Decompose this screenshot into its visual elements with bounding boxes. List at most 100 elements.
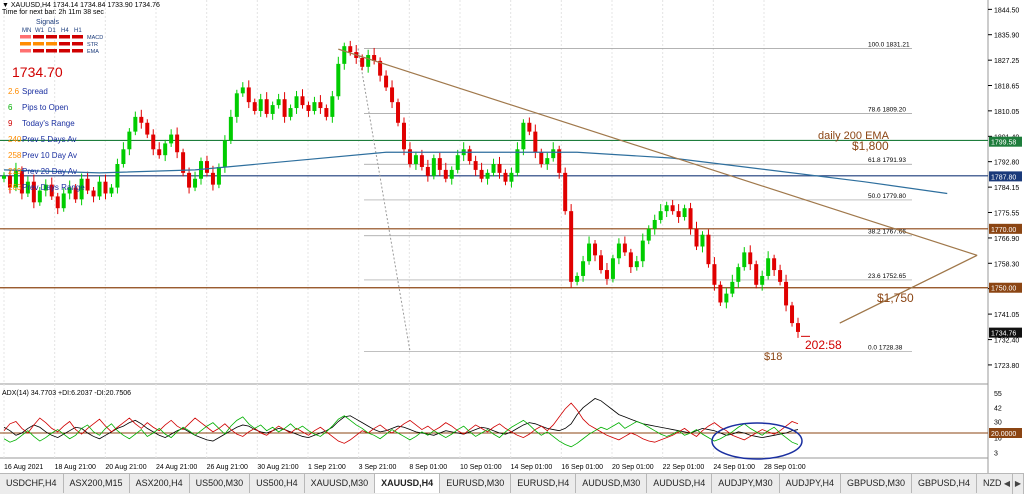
symbol-tab[interactable]: EURUSD,H4 <box>511 474 577 493</box>
y-tick-label: 1844.50 <box>994 7 1019 14</box>
candle-body <box>401 122 406 150</box>
candle-body <box>587 243 592 262</box>
symbol-tab[interactable]: AUDJPY,M30 <box>712 474 780 493</box>
x-tick-label: 16 Aug 2021 <box>4 464 43 471</box>
fib-level-label: 78.6 1809.20 <box>868 106 906 113</box>
symbol-tab[interactable]: GBPUSD,M30 <box>841 474 912 493</box>
candle-body <box>234 93 239 117</box>
candle-body <box>491 164 496 173</box>
candle-body <box>718 284 723 303</box>
signal-row-label: EMA <box>87 49 99 55</box>
candle-body <box>258 99 263 111</box>
signal-cell <box>72 42 83 46</box>
symbol-tab[interactable]: US500,H4 <box>250 474 305 493</box>
price-chart[interactable]: 100.0 1831.21 78.6 1809.20 61.8 1791.93 50.… <box>0 0 1024 473</box>
candle-body <box>616 243 621 259</box>
candle-body <box>431 158 436 176</box>
info-row-value: 263 <box>8 183 22 192</box>
signal-row-label: STR <box>87 42 98 48</box>
candle-body <box>437 158 442 170</box>
candle-body <box>557 149 562 173</box>
level-1750-annotation: $1,750 <box>877 291 914 305</box>
info-row-label: Pips to Open <box>22 103 68 112</box>
candle-body <box>103 181 108 194</box>
candle-body <box>163 143 168 156</box>
overlay-line[interactable] <box>338 48 978 256</box>
candle-body <box>222 140 227 167</box>
candle-body <box>73 187 78 200</box>
candle-body <box>61 193 66 209</box>
candle-body <box>210 172 215 185</box>
y-tick-label: 1741.05 <box>994 312 1019 319</box>
candle-body <box>575 275 580 282</box>
candle-body <box>760 275 765 285</box>
symbol-tab[interactable]: USDCHF,H4 <box>0 474 64 493</box>
x-tick-label: 26 Aug 21:00 <box>207 464 248 471</box>
adx-y-tick-label: 30 <box>994 420 1002 427</box>
candle-body <box>790 305 795 324</box>
symbol-tab[interactable]: AUDJPY,H4 <box>780 474 841 493</box>
candle-body <box>455 155 460 170</box>
x-tick-label: 18 Aug 21:00 <box>55 464 96 471</box>
triangle-edge <box>839 254 978 324</box>
x-tick-label: 20 Aug 21:00 <box>105 464 146 471</box>
candle-body <box>658 211 663 220</box>
candle-body <box>55 196 60 209</box>
signal-cell <box>33 42 44 46</box>
candle-body <box>318 102 323 109</box>
candle-body <box>31 181 36 203</box>
candle-body <box>676 211 681 218</box>
symbol-tab[interactable]: ASX200,M15 <box>64 474 130 493</box>
candle-body <box>640 240 645 262</box>
symbol-tab[interactable]: XAUUSD,H4 <box>375 474 441 493</box>
window-title: ▼ XAUUSD,H4 1734.14 1734.84 1733.90 1734… <box>2 2 160 9</box>
symbol-tab[interactable]: AUDUSD,M30 <box>576 474 648 493</box>
candle-body <box>181 152 186 173</box>
candle-body <box>479 169 484 179</box>
symbol-tab[interactable]: XAUUSD,M30 <box>305 474 376 493</box>
candle-body <box>133 116 138 132</box>
x-tick-label: 14 Sep 01:00 <box>511 464 553 471</box>
info-row-label: Prev 10 Day Av <box>22 151 77 160</box>
fib-anchor-line <box>357 48 411 352</box>
symbol-tab-bar: USDCHF,H4 ASX200,M15 ASX200,H4 US500,M30 US5… <box>0 473 1024 494</box>
candle-body <box>664 205 669 212</box>
candle-body <box>187 172 192 188</box>
adx-title: ADX(14) 34.7703 +DI:6.2037 -DI:20.7506 <box>2 390 131 397</box>
symbol-tab[interactable]: US500,M30 <box>190 474 251 493</box>
signal-cell <box>46 42 57 46</box>
signal-cell <box>59 35 70 39</box>
candle-body <box>706 234 711 265</box>
candle-body <box>121 149 126 165</box>
signal-cell <box>59 49 70 53</box>
candle-body <box>622 243 627 253</box>
overlay-line[interactable] <box>3 151 948 195</box>
symbol-tab[interactable]: EURUSD,M30 <box>440 474 512 493</box>
bar-timer: Time for next bar: 2h 11m 38 sec <box>2 9 104 16</box>
candle-body <box>742 252 747 268</box>
candle-body <box>193 178 198 188</box>
price-tag <box>989 136 1022 147</box>
x-tick-label: 30 Aug 21:00 <box>257 464 298 471</box>
candle-body <box>270 105 275 114</box>
tab-scroll-right-icon[interactable]: ▶ <box>1013 474 1024 494</box>
candle-body <box>139 116 144 123</box>
countdown-annotation: 202:58 <box>805 338 842 352</box>
symbol-tab[interactable]: AUDUSD,H4 <box>647 474 713 493</box>
candle-body <box>372 55 377 61</box>
candle-body <box>2 175 6 179</box>
candle-body <box>342 46 347 64</box>
candle-body <box>85 178 90 191</box>
adx-highlight-ellipse <box>711 422 803 460</box>
symbol-tab[interactable]: NZDUSD,M30 <box>977 474 1002 493</box>
symbol-tab[interactable]: GBPUSD,H4 <box>912 474 978 493</box>
symbol-tab[interactable]: ASX200,H4 <box>130 474 190 493</box>
signal-cell <box>20 49 31 53</box>
candle-body <box>396 102 401 123</box>
tab-scroll-left-icon[interactable]: ◀ <box>1002 474 1013 494</box>
candle-body <box>754 264 759 285</box>
candle-body <box>736 267 741 282</box>
y-tick-label: 1758.30 <box>994 261 1019 268</box>
current-price: 1734.70 <box>12 64 63 80</box>
